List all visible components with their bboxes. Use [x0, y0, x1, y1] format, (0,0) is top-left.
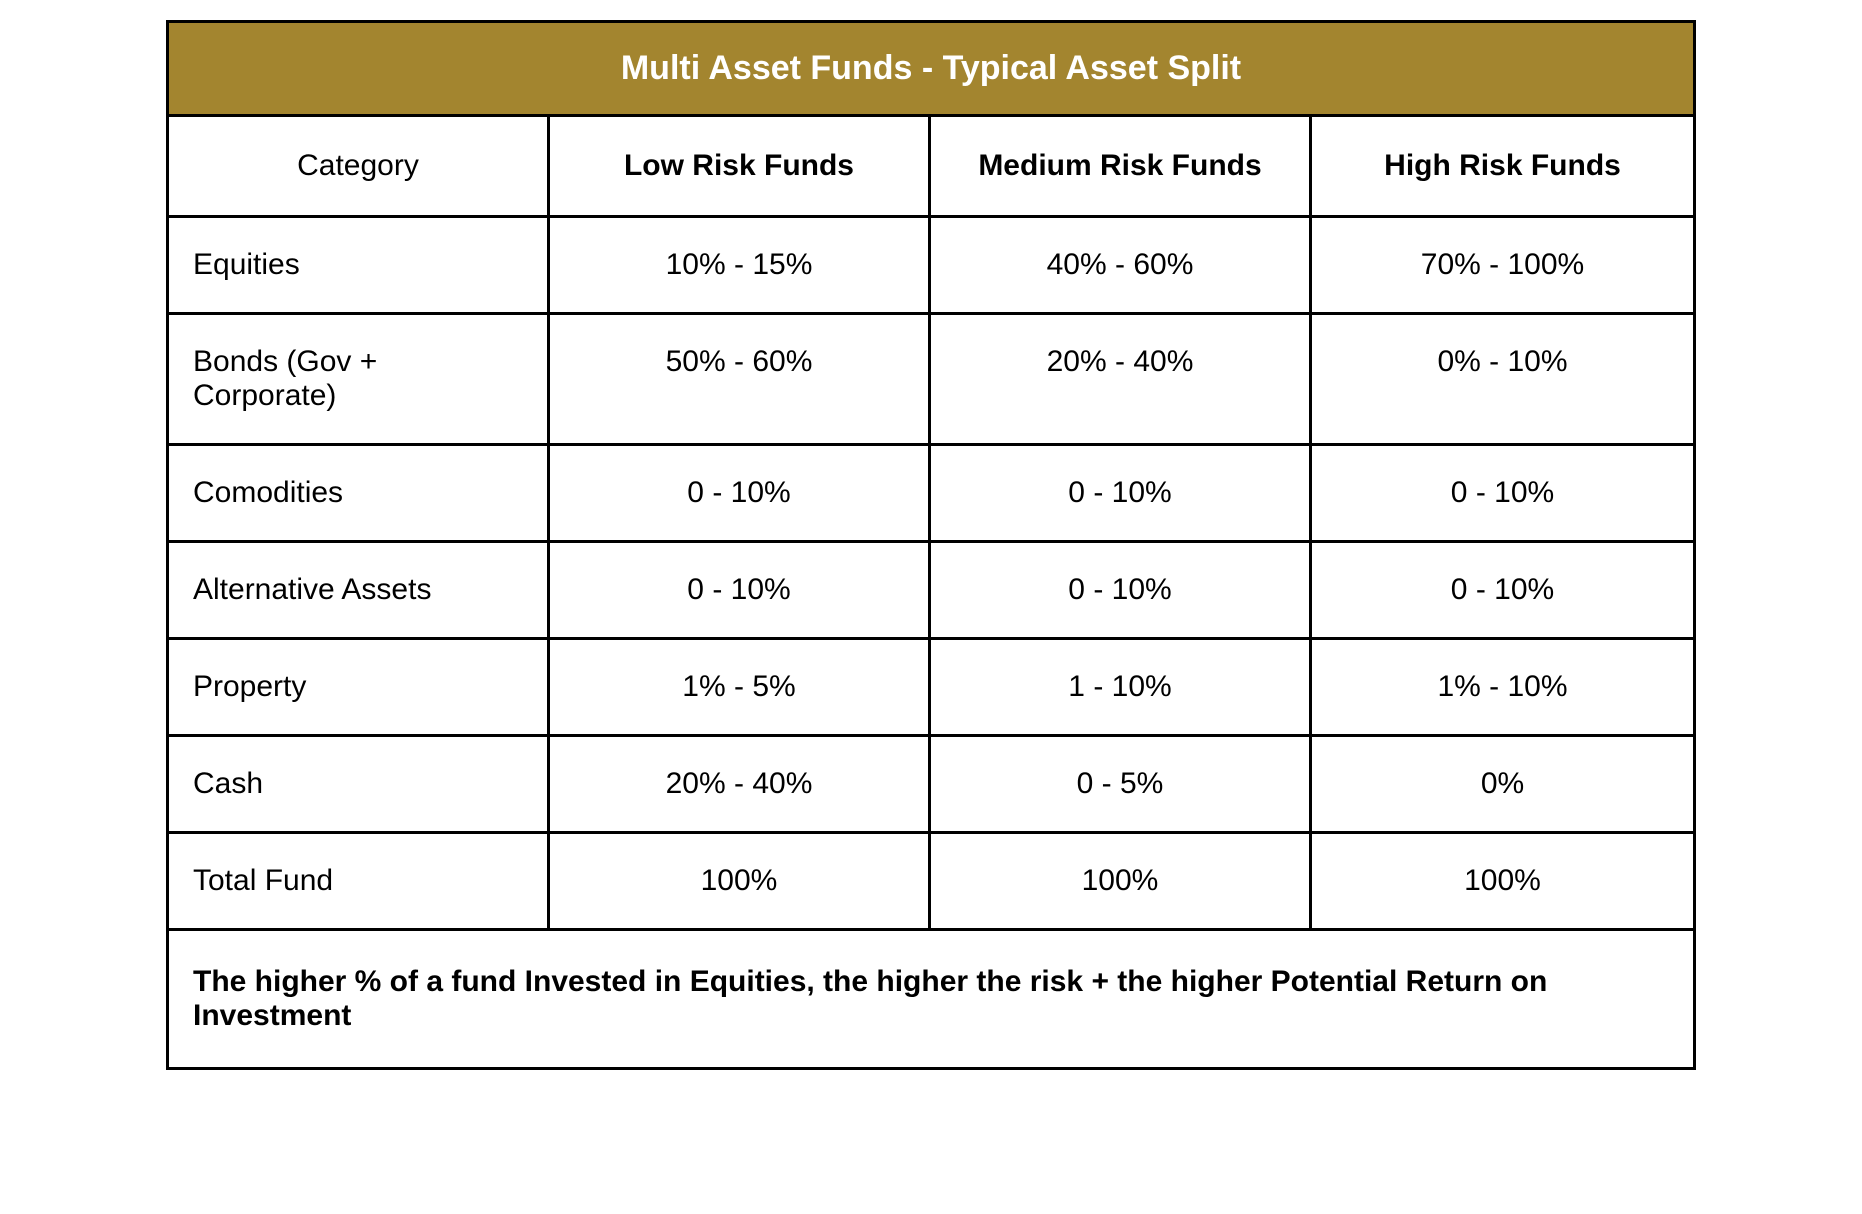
row-high: 0% - 10% — [1312, 315, 1693, 443]
table-row: Bonds (Gov + Corporate) 50% - 60% 20% - … — [169, 315, 1693, 446]
table-body: Equities 10% - 15% 40% - 60% 70% - 100% … — [169, 218, 1693, 931]
table-row: Comodities 0 - 10% 0 - 10% 0 - 10% — [169, 446, 1693, 543]
table-row: Cash 20% - 40% 0 - 5% 0% — [169, 737, 1693, 834]
row-high: 0 - 10% — [1312, 543, 1693, 637]
row-category: Alternative Assets — [169, 543, 550, 637]
row-low: 0 - 10% — [550, 543, 931, 637]
asset-split-table: Multi Asset Funds - Typical Asset Split … — [166, 20, 1696, 1070]
row-low: 10% - 15% — [550, 218, 931, 312]
row-medium: 1 - 10% — [931, 640, 1312, 734]
row-low: 20% - 40% — [550, 737, 931, 831]
row-high: 70% - 100% — [1312, 218, 1693, 312]
row-low: 100% — [550, 834, 931, 928]
col-header-category: Category — [169, 117, 550, 215]
table-footer-note: The higher % of a fund Invested in Equit… — [169, 931, 1693, 1067]
col-header-low: Low Risk Funds — [550, 117, 931, 215]
row-category: Cash — [169, 737, 550, 831]
table-row: Total Fund 100% 100% 100% — [169, 834, 1693, 931]
row-medium: 40% - 60% — [931, 218, 1312, 312]
row-category: Total Fund — [169, 834, 550, 928]
row-low: 1% - 5% — [550, 640, 931, 734]
row-high: 1% - 10% — [1312, 640, 1693, 734]
col-header-high: High Risk Funds — [1312, 117, 1693, 215]
row-category: Equities — [169, 218, 550, 312]
row-category: Bonds (Gov + Corporate) — [169, 315, 550, 443]
table-row: Property 1% - 5% 1 - 10% 1% - 10% — [169, 640, 1693, 737]
table-header-row: Category Low Risk Funds Medium Risk Fund… — [169, 117, 1693, 218]
row-high: 0 - 10% — [1312, 446, 1693, 540]
row-low: 0 - 10% — [550, 446, 931, 540]
col-header-medium: Medium Risk Funds — [931, 117, 1312, 215]
table-title: Multi Asset Funds - Typical Asset Split — [169, 23, 1693, 117]
row-low: 50% - 60% — [550, 315, 931, 443]
table-row: Alternative Assets 0 - 10% 0 - 10% 0 - 1… — [169, 543, 1693, 640]
row-medium: 0 - 10% — [931, 543, 1312, 637]
row-medium: 0 - 10% — [931, 446, 1312, 540]
table-row: Equities 10% - 15% 40% - 60% 70% - 100% — [169, 218, 1693, 315]
row-category: Property — [169, 640, 550, 734]
row-high: 100% — [1312, 834, 1693, 928]
row-high: 0% — [1312, 737, 1693, 831]
row-category: Comodities — [169, 446, 550, 540]
row-medium: 100% — [931, 834, 1312, 928]
row-medium: 0 - 5% — [931, 737, 1312, 831]
row-medium: 20% - 40% — [931, 315, 1312, 443]
